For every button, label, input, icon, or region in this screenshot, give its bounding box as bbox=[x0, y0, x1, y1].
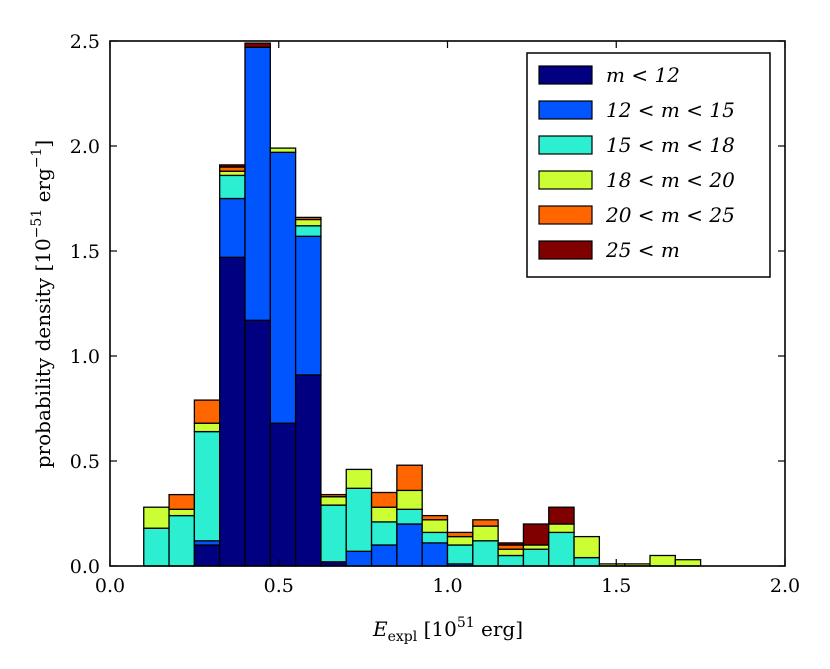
bar-segment-series4-bin6 bbox=[294, 216, 322, 221]
bar-segment-series2-bin12 bbox=[446, 544, 474, 565]
y-tick-label: 1.5 bbox=[70, 241, 100, 263]
bar-segment-series1-bin6 bbox=[294, 235, 322, 376]
bar-segment-series4-bin1 bbox=[168, 493, 196, 510]
bar-segment-series4-bin11 bbox=[421, 514, 449, 521]
legend-label: 12 < m < 15 bbox=[606, 98, 735, 122]
bar-segment-series4-bin9 bbox=[370, 491, 398, 508]
y-tick-label: 0.0 bbox=[70, 556, 100, 578]
bar-segment-series0-bin2 bbox=[193, 544, 221, 567]
bar-segment-series3-bin7 bbox=[320, 496, 347, 506]
y-tick-label: 1.0 bbox=[70, 346, 100, 368]
y-tick-label: 2.5 bbox=[70, 31, 100, 53]
bar-segment-series3-bin13 bbox=[472, 525, 499, 542]
bar-segment-series2-bin1 bbox=[168, 514, 196, 567]
bar-segment-series1-bin3 bbox=[219, 197, 246, 258]
bar-segment-series2-bin13 bbox=[472, 540, 499, 567]
bar-segment-series3-bin21 bbox=[674, 559, 702, 567]
bar-segment-series3-bin0 bbox=[143, 506, 170, 529]
bar-segment-series3-bin2 bbox=[193, 422, 221, 433]
legend-swatch bbox=[538, 240, 593, 260]
bar-segment-series0-bin3 bbox=[219, 256, 246, 567]
y-axis-label: probability density [10−51 erg−1] bbox=[29, 140, 55, 469]
x-tick-label: 2.0 bbox=[770, 575, 800, 597]
axis-ticks: 0.0 0.5 1.0 1.5 2.0 0.0 0.5 1.0 1.5 2.0 2.5 bbox=[70, 31, 800, 597]
bar-segment-series5-bin4 bbox=[244, 42, 271, 48]
bar-segment-series4-bin7 bbox=[320, 493, 347, 498]
bar-segment-series0-bin4 bbox=[244, 319, 271, 567]
bar-segment-series3-bin8 bbox=[345, 468, 373, 489]
bar-segment-series3-bin1 bbox=[168, 508, 196, 517]
legend-label: 15 < m < 18 bbox=[606, 133, 735, 157]
bar-segment-series3-bin17 bbox=[573, 535, 601, 559]
x-axis-label: Eexpl [1051 erg] bbox=[372, 615, 523, 645]
bar-segment-series2-bin11 bbox=[421, 531, 449, 544]
bar-segment-series3-bin5 bbox=[269, 147, 297, 153]
bar-segment-series3-bin14 bbox=[497, 548, 525, 557]
bar-segment-series2-bin2 bbox=[193, 430, 221, 542]
bar-segment-series2-bin7 bbox=[320, 504, 347, 563]
legend-swatch bbox=[538, 65, 593, 85]
bar-segment-series1-bin5 bbox=[269, 151, 297, 424]
legend-box bbox=[526, 52, 771, 278]
x-tick-label: 1.5 bbox=[601, 575, 631, 597]
legend-label: 18 < m < 20 bbox=[606, 168, 735, 192]
bar-segment-series2-bin6 bbox=[294, 225, 322, 237]
y-tick-label: 2.0 bbox=[70, 136, 100, 158]
bar-segment-series4-bin12 bbox=[446, 531, 474, 538]
legend-swatch bbox=[538, 135, 593, 155]
bar-segment-series0-bin5 bbox=[269, 422, 297, 567]
bar-segment-series5-bin15 bbox=[522, 523, 550, 546]
stacked-bars bbox=[143, 42, 702, 567]
bar-segment-series2-bin8 bbox=[345, 487, 373, 552]
bar-segment-series2-bin14 bbox=[497, 554, 525, 567]
legend-swatch bbox=[538, 205, 593, 225]
bar-segment-series4-bin13 bbox=[472, 519, 499, 527]
bar-segment-series3-bin12 bbox=[446, 535, 474, 546]
bar-segment-series3-bin20 bbox=[649, 554, 676, 567]
bar-segment-series2-bin0 bbox=[143, 527, 170, 567]
bar-segment-series0-bin6 bbox=[294, 374, 322, 567]
bar-segment-series3-bin16 bbox=[548, 523, 575, 534]
bar-segment-series1-bin10 bbox=[396, 523, 423, 567]
bar-segment-series3-bin6 bbox=[294, 218, 322, 227]
bar-segment-series5-bin3 bbox=[219, 164, 246, 168]
bar-segment-series1-bin9 bbox=[370, 544, 398, 567]
bar-segment-series2-bin3 bbox=[219, 174, 246, 200]
bar-segment-series2-bin10 bbox=[396, 508, 423, 525]
bar-segment-series2-bin9 bbox=[370, 521, 398, 546]
y-tick-label: 0.5 bbox=[70, 451, 100, 473]
bar-segment-series1-bin8 bbox=[345, 550, 373, 567]
bar-segment-series5-bin16 bbox=[548, 506, 575, 525]
legend-swatch bbox=[538, 170, 593, 190]
legend-label: 20 < m < 25 bbox=[605, 203, 735, 227]
bar-segment-series2-bin16 bbox=[548, 531, 575, 567]
bar-segment-series4-bin10 bbox=[396, 464, 423, 492]
x-tick-label: 1.0 bbox=[432, 575, 462, 597]
bar-segment-series2-bin17 bbox=[573, 556, 601, 567]
x-tick-label: 0.5 bbox=[264, 575, 294, 597]
legend: m < 12 12 < m < 15 15 < m < 18 18 < m < 20 2… bbox=[526, 52, 771, 278]
bar-segment-series3-bin10 bbox=[396, 489, 423, 510]
legend-label: m < 12 bbox=[606, 63, 680, 87]
x-tick-label: 0.0 bbox=[95, 575, 125, 597]
legend-label: 25 < m bbox=[605, 238, 680, 262]
bar-segment-series4-bin2 bbox=[193, 399, 221, 424]
bar-segment-series5-bin14 bbox=[497, 542, 525, 546]
bar-segment-series3-bin9 bbox=[370, 506, 398, 523]
legend-swatch bbox=[538, 100, 593, 120]
bar-segment-series2-bin15 bbox=[522, 548, 550, 567]
bar-segment-series3-bin11 bbox=[421, 519, 449, 534]
bar-segment-series1-bin4 bbox=[244, 46, 271, 321]
bar-segment-series1-bin11 bbox=[421, 542, 449, 567]
